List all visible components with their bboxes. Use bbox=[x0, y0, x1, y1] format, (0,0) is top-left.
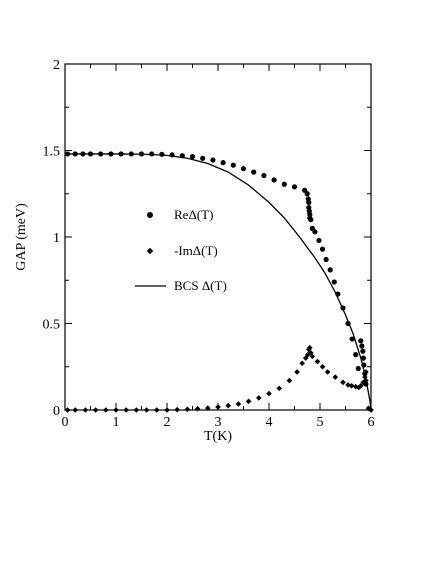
im-gap-point bbox=[205, 405, 211, 411]
im-gap-point bbox=[332, 374, 339, 380]
im-gap-point bbox=[314, 358, 321, 365]
im-gap-point bbox=[164, 407, 170, 413]
y-axis-title: GAP (meV) bbox=[14, 203, 29, 271]
im-gap-point bbox=[143, 407, 150, 413]
im-gap-point bbox=[154, 407, 160, 413]
re-gap-point bbox=[360, 355, 366, 361]
re-gap-point bbox=[240, 166, 247, 172]
re-gap-point bbox=[304, 191, 310, 197]
im-gap-point bbox=[174, 406, 180, 413]
x-tick-label: 0 bbox=[62, 415, 69, 430]
im-gap-point bbox=[304, 351, 311, 358]
x-tick-label: 2 bbox=[164, 415, 171, 430]
re-gap-point bbox=[251, 169, 257, 175]
re-gap-point bbox=[349, 336, 355, 342]
plot-frame bbox=[64, 63, 372, 411]
legend-label: ReΔ(T) bbox=[174, 207, 213, 222]
im-gap-point bbox=[299, 360, 305, 367]
im-gap-point bbox=[92, 407, 99, 413]
legend: ReΔ(T) -ImΔ(T) BCS Δ(T) bbox=[135, 207, 227, 293]
im-gap-point bbox=[184, 406, 191, 413]
re-gap-point bbox=[331, 279, 337, 285]
im-gap-point bbox=[286, 377, 293, 384]
y-tick-label: 1 bbox=[53, 231, 60, 246]
im-gap-point bbox=[103, 407, 109, 413]
x-tick-label: 6 bbox=[368, 415, 375, 430]
y-tick-label: 0 bbox=[53, 404, 60, 419]
im-gap-point bbox=[358, 382, 364, 389]
im-gap-point bbox=[340, 379, 346, 386]
re-gap-point bbox=[189, 153, 196, 160]
im-gap-point bbox=[266, 390, 272, 397]
im-gap-point bbox=[235, 401, 242, 407]
re-gap-point bbox=[355, 365, 361, 372]
re-gap-point bbox=[261, 172, 267, 179]
im-gap-point bbox=[360, 379, 367, 386]
re-gap-point bbox=[360, 348, 366, 354]
re-gap-point bbox=[271, 177, 277, 183]
re-gap-point bbox=[359, 343, 365, 349]
legend-label: -ImΔ(T) bbox=[174, 243, 218, 258]
re-gap-point bbox=[230, 162, 236, 168]
im-gap-point bbox=[309, 353, 316, 360]
im-gap-point bbox=[82, 407, 89, 413]
y-tick-label: 1.5 bbox=[43, 145, 61, 160]
re-gap-point bbox=[200, 155, 206, 161]
im-gap-point bbox=[215, 404, 221, 410]
im-gap-point bbox=[294, 369, 300, 375]
im-gap-point bbox=[355, 384, 362, 391]
x-tick-label: 1 bbox=[113, 415, 120, 430]
axis-ticks bbox=[64, 63, 372, 411]
im-gap-point bbox=[302, 355, 309, 361]
re-gap-point bbox=[353, 352, 359, 358]
re-gap-point bbox=[281, 181, 287, 187]
y-tick-label: 0.5 bbox=[43, 318, 61, 333]
x-tick-label: 4 bbox=[266, 415, 273, 430]
im-gap-point bbox=[348, 382, 355, 389]
im-gap-point bbox=[72, 407, 78, 413]
re-gap-point bbox=[306, 199, 312, 205]
legend-label: BCS Δ(T) bbox=[174, 278, 227, 293]
y-tick-label: 2 bbox=[53, 58, 60, 73]
legend-circle-marker bbox=[147, 212, 153, 218]
legend-diamond-marker bbox=[146, 247, 154, 255]
im-gap-point bbox=[194, 405, 201, 412]
data-marks bbox=[64, 151, 374, 413]
re-gap-point bbox=[316, 237, 322, 244]
x-tick-label: 3 bbox=[215, 415, 222, 430]
bcs-curve bbox=[65, 153, 372, 411]
x-tick-label: 5 bbox=[317, 415, 324, 430]
im-gap-point bbox=[225, 402, 231, 409]
im-gap-point bbox=[365, 405, 372, 412]
re-gap-point bbox=[291, 184, 298, 190]
im-gap-point bbox=[133, 407, 140, 413]
re-gap-point bbox=[220, 160, 226, 166]
im-gap-point bbox=[352, 383, 359, 390]
im-gap-point bbox=[256, 395, 262, 401]
x-axis-title: T(K) bbox=[204, 429, 232, 444]
tick-labels: 0 1 2 3 4 5 6 0 0.5 1 1.5 2 bbox=[43, 58, 375, 430]
re-gap-point bbox=[312, 229, 318, 235]
re-gap-point bbox=[327, 267, 333, 273]
im-gap-point bbox=[319, 363, 326, 370]
re-gap-point bbox=[319, 246, 326, 252]
im-gap-point bbox=[64, 407, 71, 413]
im-gap-point bbox=[324, 369, 331, 375]
im-gap-point bbox=[276, 385, 282, 392]
im-gap-point bbox=[307, 344, 313, 351]
im-gap-point bbox=[245, 398, 252, 405]
re-gap-point bbox=[159, 151, 165, 157]
im-gap-point bbox=[123, 407, 129, 413]
re-gap-point bbox=[358, 338, 364, 344]
re-gap-point bbox=[210, 157, 216, 163]
re-gap-point bbox=[323, 256, 329, 263]
im-gap-point bbox=[345, 382, 351, 388]
re-gap-point bbox=[308, 217, 314, 223]
im-gap-point bbox=[113, 407, 119, 413]
